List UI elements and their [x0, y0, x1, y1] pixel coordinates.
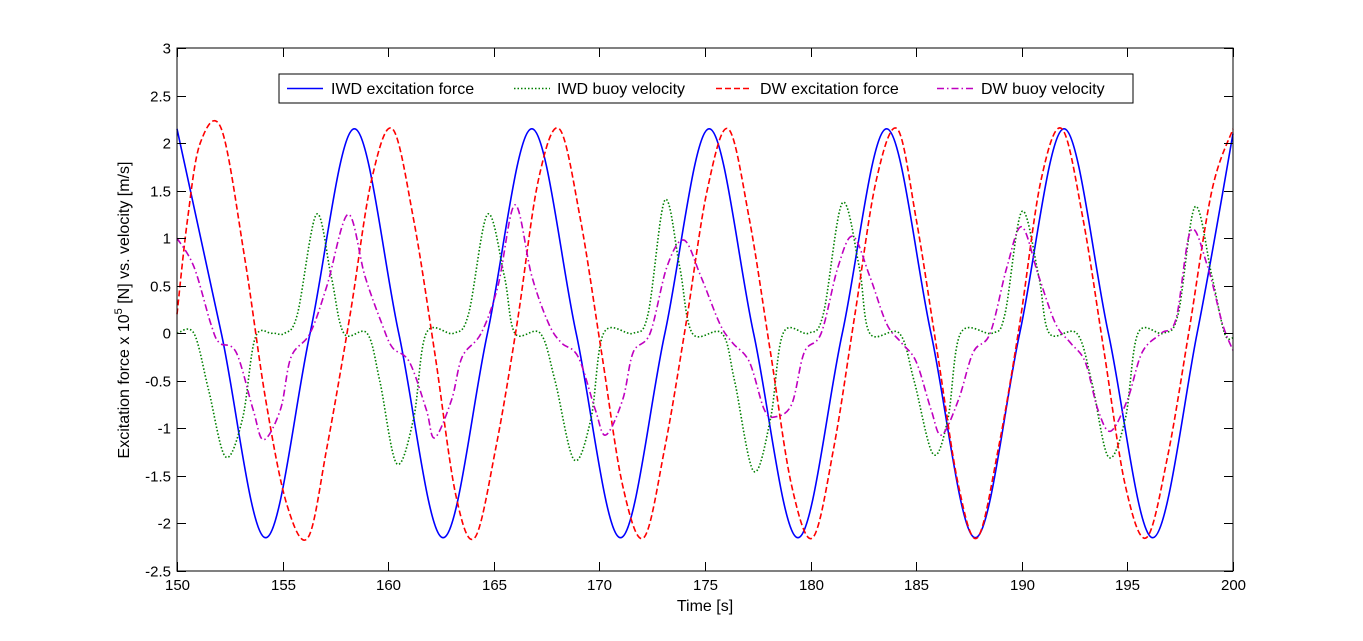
plot-series-layer — [176, 120, 1234, 541]
x-tick-label: 175 — [693, 577, 718, 594]
series-line-dw-buoy-velocity — [176, 204, 1234, 441]
legend-entry-dw-excitation-force: DW excitation force — [716, 81, 899, 98]
legend-label-dw-buoy-velocity: DW buoy velocity — [981, 81, 1105, 98]
y-tick-label: 3 — [163, 41, 171, 58]
series-line-iwd-excitation-force — [176, 128, 1234, 539]
legend-entry-dw-buoy-velocity: DW buoy velocity — [937, 81, 1105, 98]
y-tick-label: 0.5 — [150, 279, 171, 296]
x-tick-label: 180 — [799, 577, 824, 594]
legend-entry-iwd-buoy-velocity: IWD buoy velocity — [514, 81, 685, 98]
legend-label-iwd-buoy-velocity: IWD buoy velocity — [557, 81, 685, 98]
x-tick-label: 150 — [165, 577, 190, 594]
y-tick-label: 1 — [163, 231, 171, 248]
y-axis-label-superscript: 5 — [113, 308, 125, 314]
x-tick-label: 200 — [1221, 577, 1246, 594]
axis-ticks-layer: 150 155 160 165 170 175 180 185 190 195 200 -2.5 -2 -… — [145, 41, 1246, 595]
legend-box — [278, 73, 1134, 104]
y-tick-label: -0.5 — [145, 374, 171, 391]
x-tick-label: 165 — [482, 577, 507, 594]
y-tick-label: -1.5 — [145, 469, 171, 486]
y-axis-label: Excitation force x 105 [N] vs. velocity … — [113, 162, 133, 459]
x-tick-label: 185 — [904, 577, 929, 594]
y-tick-label: 0 — [163, 326, 171, 343]
y-tick-label: -2 — [158, 516, 171, 533]
x-axis-label: Time [s] — [677, 598, 733, 615]
x-tick-label: 160 — [376, 577, 401, 594]
x-tick-label: 195 — [1115, 577, 1140, 594]
y-axis-label-suffix: [N] vs. velocity [m/s] — [116, 162, 133, 309]
x-tick-label: 155 — [271, 577, 296, 594]
y-axis-label-prefix: Excitation force x 10 — [116, 314, 133, 458]
legend-label-dw-excitation-force: DW excitation force — [760, 81, 899, 98]
series-line-dw-excitation-force — [176, 120, 1234, 541]
y-tick-label: 1.5 — [150, 184, 171, 201]
x-tick-label: 170 — [587, 577, 612, 594]
y-tick-label: 2.5 — [150, 89, 171, 106]
y-tick-label: -2.5 — [145, 564, 171, 581]
legend: IWD excitation force IWD buoy velocity D… — [278, 73, 1134, 104]
x-tick-label: 190 — [1010, 577, 1035, 594]
y-tick-label: -1 — [158, 421, 171, 438]
legend-label-iwd-excitation-force: IWD excitation force — [331, 81, 474, 98]
y-tick-label: 2 — [163, 136, 171, 153]
legend-entry-iwd-excitation-force: IWD excitation force — [287, 81, 474, 98]
